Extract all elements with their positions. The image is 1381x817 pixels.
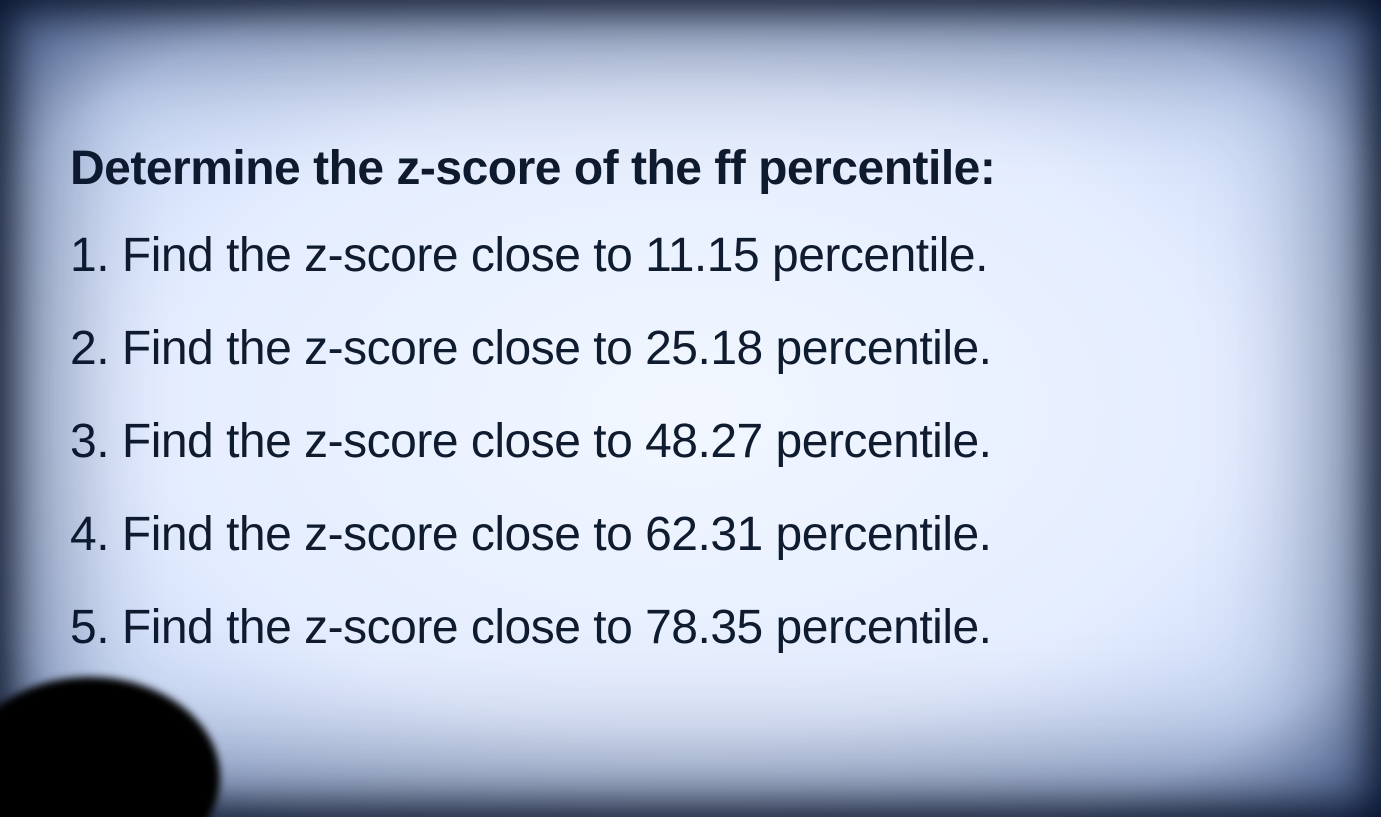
item-number: 3. <box>70 415 109 468</box>
item-text: Find the z-score close to 78.35 percenti… <box>122 601 992 654</box>
slide-screen: Determine the z-score of the ff percenti… <box>0 0 1381 817</box>
item-text: Find the z-score close to 11.15 percenti… <box>122 229 988 282</box>
item-number: 4. <box>70 508 109 561</box>
question-list: 1. Find the z-score close to 11.15 perce… <box>70 228 1341 656</box>
list-item: 5. Find the z-score close to 78.35 perce… <box>70 600 1341 655</box>
list-item: 3. Find the z-score close to 48.27 perce… <box>70 414 1341 469</box>
item-number: 5. <box>70 601 109 654</box>
item-text: Find the z-score close to 48.27 percenti… <box>122 415 992 468</box>
list-item: 1. Find the z-score close to 11.15 perce… <box>70 228 1341 283</box>
camera-obstruction <box>0 677 220 817</box>
list-item: 4. Find the z-score close to 62.31 perce… <box>70 507 1341 562</box>
item-text: Find the z-score close to 25.18 percenti… <box>122 322 992 375</box>
item-number: 2. <box>70 322 109 375</box>
item-number: 1. <box>70 229 109 282</box>
list-item: 2. Find the z-score close to 25.18 perce… <box>70 321 1341 376</box>
item-text: Find the z-score close to 62.31 percenti… <box>122 508 992 561</box>
slide-heading: Determine the z-score of the ff percenti… <box>70 140 1341 198</box>
